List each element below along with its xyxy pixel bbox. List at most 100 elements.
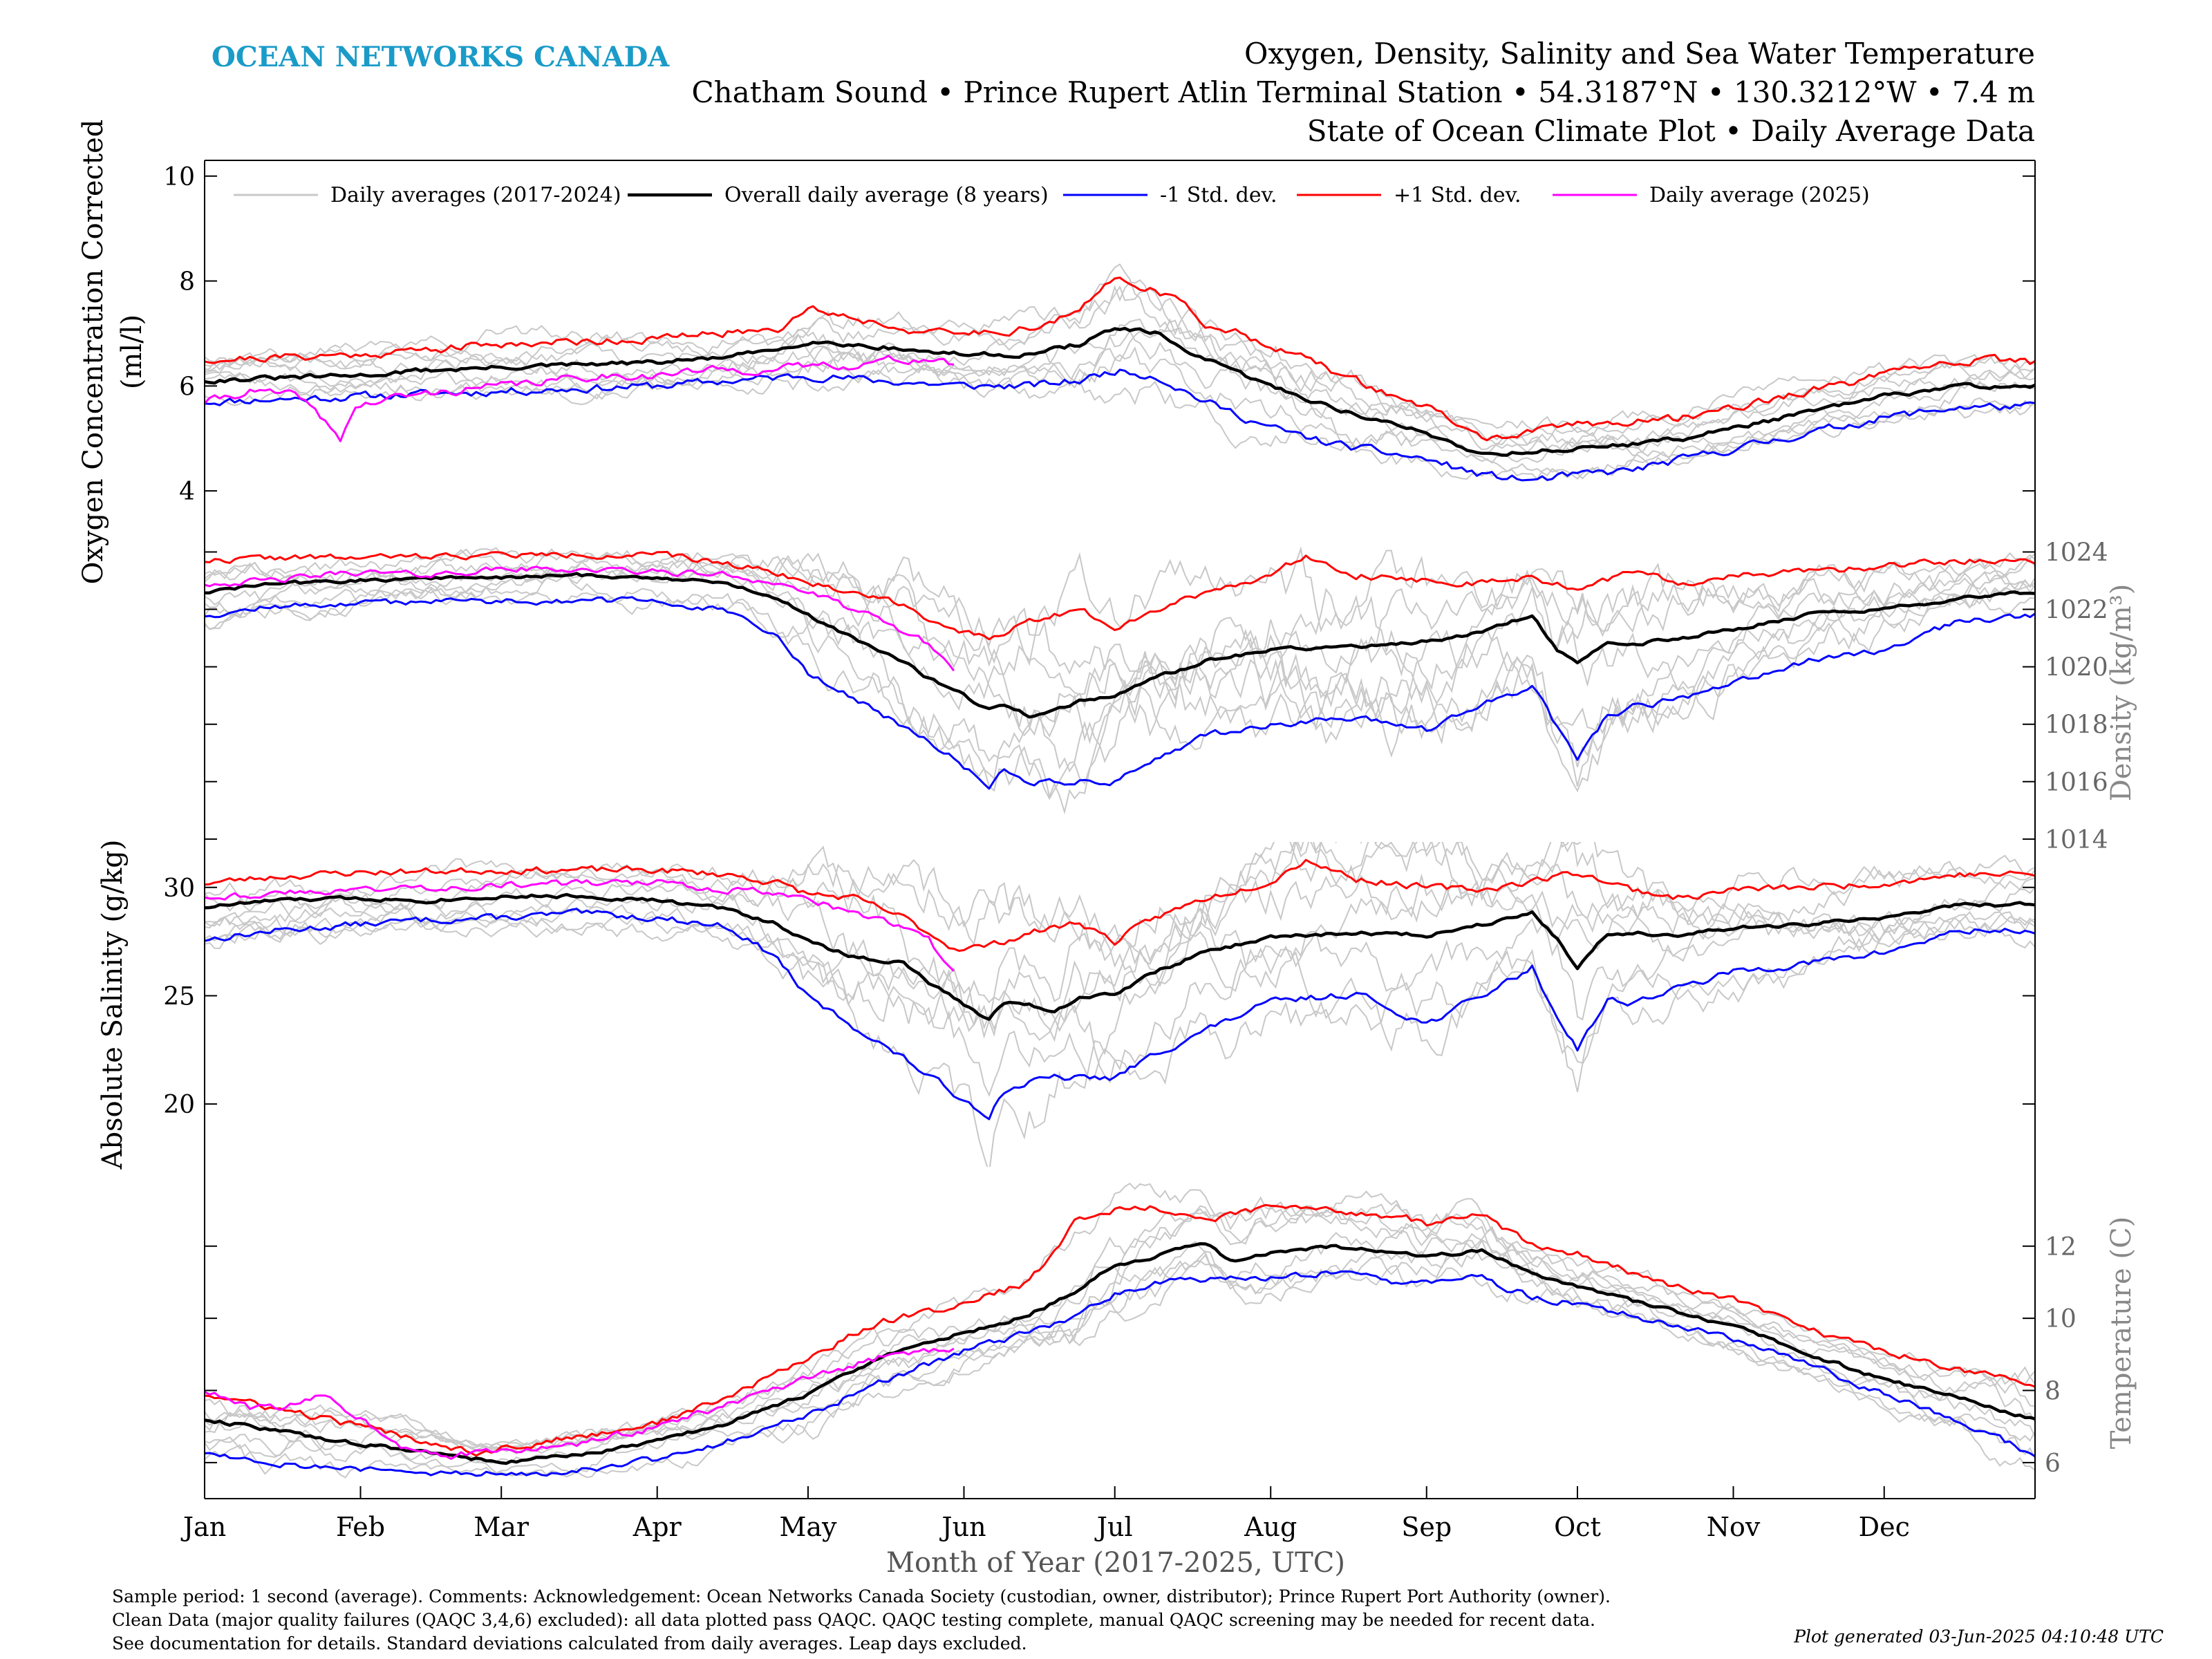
panel-density: 1014 1016 1018 1020 1022 1024 Density (kg/m³) <box>205 538 2137 854</box>
year-trace-line <box>205 854 2035 1065</box>
x-tick-label: Aug <box>1244 1512 1297 1542</box>
y-axis-label: (ml/l) <box>116 315 148 389</box>
year-trace-line <box>205 549 2035 815</box>
footer-line-2: Clean Data (major quality failures (QAQC… <box>112 1610 1595 1630</box>
x-tick-label: Jan <box>180 1512 226 1542</box>
panel-temperature-lines <box>205 1182 2035 1479</box>
year-trace-line <box>205 554 2035 764</box>
mean-line <box>205 326 2035 457</box>
y-tick-label: 10 <box>2045 1305 2077 1333</box>
plus-std-line <box>205 859 2035 952</box>
x-tick-label: Feb <box>336 1512 385 1542</box>
panel-salinity: 20 25 30 Absolute Salinity (g/kg) <box>97 839 2035 1170</box>
plot-panels: 4 6 8 10 Oxygen Concentration Corrected (ml/l… <box>77 120 2137 1479</box>
year-trace-line <box>205 859 2035 1092</box>
year-trace-line <box>205 842 2035 1042</box>
y-axis-label: Density (kg/m³) <box>2106 584 2137 802</box>
footer-line-3: See documentation for details. Standard … <box>112 1633 1027 1653</box>
x-tick-label: Nov <box>1707 1512 1761 1542</box>
x-tick-label: Jun <box>939 1512 986 1542</box>
brand-logo-text: OCEAN NETWORKS CANADA <box>212 41 670 73</box>
x-tick-label: Oct <box>1554 1512 1601 1542</box>
y-tick-label: 6 <box>179 373 195 401</box>
year-trace-line <box>205 842 2035 1167</box>
y-tick-label: 20 <box>163 1091 195 1119</box>
year-trace-line <box>205 1206 2035 1459</box>
minus-std-line <box>205 596 2035 790</box>
legend-label: Daily averages (2017-2024) <box>330 183 621 207</box>
x-tick-label: Mar <box>474 1512 529 1542</box>
y-tick-label: 1018 <box>2045 711 2108 740</box>
plus-std-line <box>205 1203 2035 1457</box>
legend-label: Daily average (2025) <box>1649 183 1870 207</box>
y-tick-label: 25 <box>163 982 195 1011</box>
plot-generated-timestamp: Plot generated 03-Jun-2025 04:10:48 UTC <box>1793 1627 2164 1647</box>
current-year-line <box>205 879 955 972</box>
y-tick-label: 30 <box>163 874 195 903</box>
year-trace-line <box>205 1232 2035 1450</box>
legend-label: Overall daily average (8 years) <box>724 183 1049 207</box>
panel-oxygen: 4 6 8 10 Oxygen Concentration Corrected (ml/l… <box>77 120 2035 585</box>
panel-salinity-lines <box>205 842 2035 1167</box>
y-tick-label: 8 <box>179 268 195 297</box>
y-axis-label: Oxygen Concentration Corrected <box>77 120 109 585</box>
year-trace-line <box>205 1250 2035 1452</box>
panel-temperature: 6 8 10 12 Temperature (C) <box>205 1182 2137 1479</box>
year-trace-line <box>205 561 2035 800</box>
year-trace-line <box>205 550 2035 785</box>
chart-subtitle-plot-type: State of Ocean Climate Plot • Daily Aver… <box>1307 114 2035 148</box>
year-trace-line <box>205 546 2035 793</box>
year-trace-line <box>205 325 2035 455</box>
minus-std-line <box>205 908 2035 1121</box>
x-tick-label: Apr <box>632 1512 682 1542</box>
legend: Daily averages (2017-2024) Overall daily … <box>234 183 1870 207</box>
x-tick-label: Sep <box>1401 1512 1452 1542</box>
current-year-line <box>205 1347 955 1460</box>
year-trace-line <box>205 1241 2035 1464</box>
x-tick-label: May <box>779 1512 837 1542</box>
current-year-line <box>205 565 955 672</box>
y-tick-label: 1022 <box>2045 597 2108 625</box>
panel-density-lines <box>205 546 2035 815</box>
year-trace-line <box>205 1182 2035 1479</box>
year-trace-line <box>205 285 2035 480</box>
year-trace-line <box>205 1227 2035 1454</box>
minus-std-line <box>205 1270 2035 1477</box>
x-tick-label: Dec <box>1859 1512 1910 1542</box>
year-trace-line <box>205 279 2035 453</box>
y-tick-label: 6 <box>2045 1450 2061 1478</box>
minus-std-line <box>205 368 2035 482</box>
y-tick-label: 1020 <box>2045 654 2108 682</box>
year-trace-line <box>205 263 2035 480</box>
current-year-line <box>205 355 954 442</box>
mean-line <box>205 1241 2035 1465</box>
mean-line <box>205 892 2035 1021</box>
y-tick-label: 1016 <box>2045 769 2108 797</box>
y-tick-label: 4 <box>179 478 195 506</box>
y-tick-label: 10 <box>163 163 195 191</box>
chart-title: Oxygen, Density, Salinity and Sea Water … <box>1244 37 2035 71</box>
year-trace-line <box>205 328 2035 467</box>
x-axis-label: Month of Year (2017-2025, UTC) <box>886 1547 1345 1579</box>
plus-std-line <box>205 550 2035 641</box>
year-trace-line <box>205 341 2035 464</box>
y-tick-label: 1024 <box>2045 538 2108 567</box>
legend-label: -1 Std. dev. <box>1160 183 1277 207</box>
y-tick-label: 8 <box>2045 1377 2061 1405</box>
year-trace-line <box>205 1190 2035 1454</box>
year-trace-line <box>205 1196 2035 1479</box>
y-tick-label: 12 <box>2045 1233 2077 1262</box>
footer-line-1: Sample period: 1 second (average). Comme… <box>112 1586 1611 1606</box>
mean-line <box>205 572 2035 719</box>
year-trace-line <box>205 330 2035 435</box>
year-trace-line <box>205 547 2035 787</box>
y-tick-label: 1014 <box>2045 826 2108 854</box>
legend-label: +1 Std. dev. <box>1394 183 1521 207</box>
year-trace-line <box>205 845 2035 1085</box>
chart-subtitle-location: Chatham Sound • Prince Rupert Atlin Term… <box>692 75 2035 109</box>
x-axis: Jan Feb Mar Apr May Jun Jul Aug Sep Oct Nov Dec <box>180 160 2036 1542</box>
x-tick-label: Jul <box>1094 1512 1133 1542</box>
plus-std-line <box>205 276 2035 442</box>
y-axis-label: Temperature (C) <box>2106 1217 2137 1450</box>
